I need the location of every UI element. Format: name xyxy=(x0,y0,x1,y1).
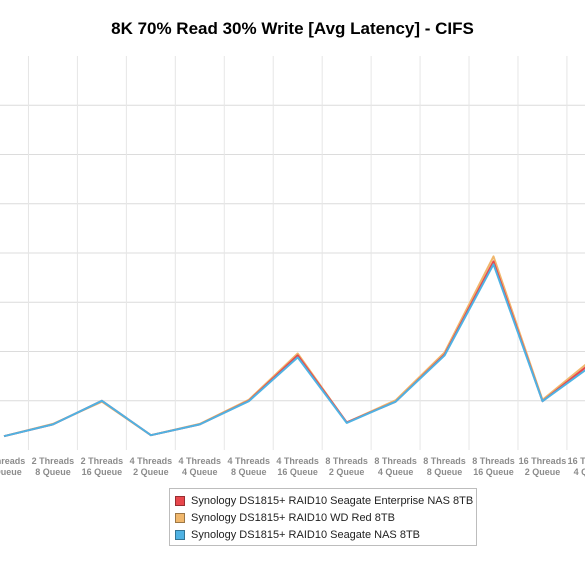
x-tick-label: 16 Queue xyxy=(82,467,123,477)
legend: Synology DS1815+ RAID10 Seagate Enterpri… xyxy=(169,488,477,546)
legend-item[interactable]: Synology DS1815+ RAID10 WD Red 8TB xyxy=(170,509,476,526)
legend-swatch-seagate-enterprise xyxy=(175,495,185,506)
x-tick-label: 4 Threads xyxy=(227,456,270,466)
x-tick-label: 8 Threads xyxy=(472,456,515,466)
x-tick-label: 2 Threads xyxy=(32,456,75,466)
series-line xyxy=(3,263,585,438)
series-lines xyxy=(3,255,585,438)
chart-title: 8K 70% Read 30% Write [Avg Latency] - CI… xyxy=(111,19,474,38)
x-tick-label: 4 Queue xyxy=(182,467,218,477)
x-tick-label: 16 Queue xyxy=(277,467,318,477)
series-line xyxy=(3,255,585,438)
legend-label: Synology DS1815+ RAID10 Seagate Enterpri… xyxy=(191,494,474,507)
x-tick-label: 4 Threads xyxy=(130,456,173,466)
x-tick-label: 4 Queue xyxy=(0,467,22,477)
x-tick-label: 4 Threads xyxy=(179,456,222,466)
x-tick-label: 8 Queue xyxy=(35,467,71,477)
x-tick-label: 4 Threads xyxy=(276,456,319,466)
x-tick-label: 8 Queue xyxy=(231,467,267,477)
x-tick-label: 16 Threads xyxy=(568,456,585,466)
x-tick-label: 2 Queue xyxy=(133,467,169,477)
x-tick-label: 16 Threads xyxy=(519,456,567,466)
legend-swatch-seagate-nas xyxy=(175,529,185,540)
x-tick-label: 4 Queue xyxy=(378,467,414,477)
x-tick-label: 2 Queue xyxy=(525,467,561,477)
x-tick-label: 8 Queue xyxy=(427,467,463,477)
legend-swatch-wd-red xyxy=(175,512,185,523)
x-tick-label: 8 Threads xyxy=(374,456,417,466)
x-tick-label: 2 Queue xyxy=(329,467,365,477)
legend-item[interactable]: Synology DS1815+ RAID10 Seagate Enterpri… xyxy=(170,492,476,509)
x-tick-label: 8 Threads xyxy=(325,456,368,466)
legend-label: Synology DS1815+ RAID10 WD Red 8TB xyxy=(191,511,395,524)
legend-item[interactable]: Synology DS1815+ RAID10 Seagate NAS 8TB xyxy=(170,526,476,543)
legend-label: Synology DS1815+ RAID10 Seagate NAS 8TB xyxy=(191,528,420,541)
series-line xyxy=(3,260,585,438)
x-tick-label: 2 Threads xyxy=(0,456,25,466)
x-tick-label: 4 Queue xyxy=(574,467,585,477)
x-tick-label: 2 Threads xyxy=(81,456,124,466)
x-tick-label: 16 Queue xyxy=(473,467,514,477)
gridlines xyxy=(0,56,585,450)
x-tick-label: 8 Threads xyxy=(423,456,466,466)
